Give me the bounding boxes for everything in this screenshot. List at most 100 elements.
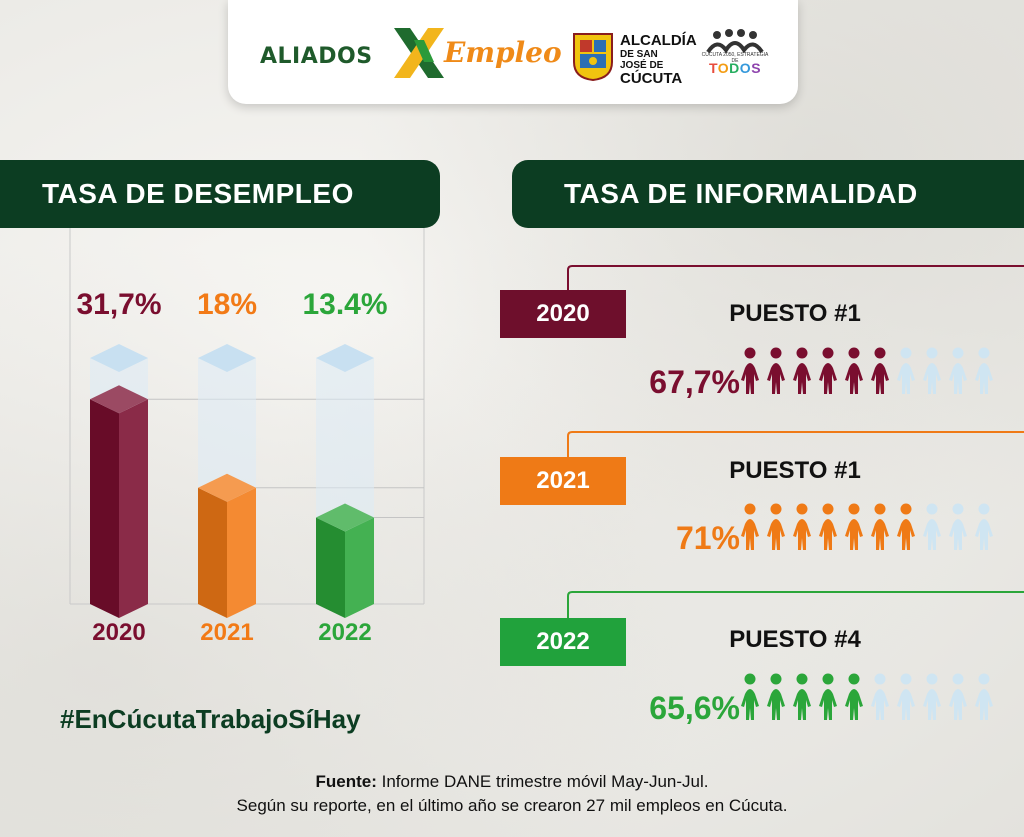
person-icon — [741, 363, 759, 394]
bar-2022-right-face — [345, 517, 374, 618]
bar-category-label-2021: 2021 — [200, 619, 253, 646]
todos-tagline: CÚCUTA 2050, ESTRATEGIA DE — [701, 52, 769, 64]
person-icon — [741, 519, 759, 550]
bar-category-label-2022: 2022 — [318, 619, 371, 646]
person-head-icon — [926, 673, 938, 685]
bar-background-top — [90, 344, 148, 372]
person-icon — [819, 689, 837, 720]
puesto-2020: PUESTO #1 — [729, 300, 861, 327]
person-head-icon — [770, 503, 782, 515]
header-logos-card: ALIADOS Empleo ALCALDÍA DE SAN JOSÉ DE C… — [228, 0, 798, 104]
person-icon — [975, 363, 993, 394]
alcaldia-line3: CÚCUTA — [620, 70, 683, 87]
row-bracket-2022 — [567, 591, 1024, 650]
people-row-2022 — [741, 673, 993, 720]
alcaldia-seal-icon — [573, 33, 613, 82]
footer-source-text: Informe DANE trimestre móvil May-Jun-Jul… — [376, 772, 709, 791]
person-icon — [767, 363, 785, 394]
bar-value-label-2020: 31,7% — [76, 288, 161, 321]
bar-2021-left-face — [198, 487, 227, 618]
chart-bars — [90, 344, 374, 618]
row-bracket-2021 — [567, 431, 1024, 490]
person-icon — [949, 689, 967, 720]
person-head-icon — [744, 347, 756, 359]
person-icon — [741, 689, 759, 720]
person-head-icon — [744, 673, 756, 685]
aliados-brand-text: ALIADOS — [260, 44, 373, 69]
person-icon — [845, 519, 863, 550]
person-icon — [897, 519, 915, 550]
person-icon — [923, 519, 941, 550]
bar-2021-top-face — [198, 473, 256, 502]
person-head-icon — [796, 347, 808, 359]
person-head-icon — [848, 347, 860, 359]
person-icon — [871, 519, 889, 550]
person-icon — [949, 519, 967, 550]
puesto-2021: PUESTO #1 — [729, 457, 861, 484]
person-head-icon — [822, 347, 834, 359]
footer-source-line: Fuente: Informe DANE trimestre móvil May… — [0, 770, 1024, 794]
person-head-icon — [822, 503, 834, 515]
informality-year-2020: 2020 — [500, 290, 626, 338]
hashtag: #EnCúcutaTrabajoSíHay — [60, 704, 361, 734]
bar-2020-right-face — [119, 399, 148, 618]
footer-source-label: Fuente: — [315, 772, 377, 791]
bar-value-label-2021: 18% — [197, 288, 257, 321]
person-icon — [949, 363, 967, 394]
person-icon — [793, 363, 811, 394]
person-head-icon — [822, 673, 834, 685]
footer-note: Según su reporte, en el último año se cr… — [236, 796, 788, 815]
row-bracket-2020 — [567, 265, 1024, 324]
chart-labels: 31,7% 2020 18% 2021 13.4% 2022 — [76, 288, 387, 646]
person-head-icon — [926, 347, 938, 359]
people-row-2021 — [741, 503, 993, 550]
person-head-icon — [848, 673, 860, 685]
bar-2020-top-face — [90, 385, 148, 414]
puesto-2022: PUESTO #4 — [729, 626, 861, 653]
person-icon — [819, 363, 837, 394]
person-head-icon — [978, 673, 990, 685]
todos-people-icon — [706, 29, 764, 54]
person-head-icon — [978, 503, 990, 515]
person-head-icon — [900, 347, 912, 359]
alcaldia-line1: ALCALDÍA — [620, 32, 697, 49]
person-icon — [767, 519, 785, 550]
bar-2022-left-face — [316, 517, 345, 618]
person-icon — [923, 689, 941, 720]
unemployment-banner: TASA DE DESEMPLEO — [0, 160, 440, 228]
todos-word: TODOS — [708, 60, 762, 76]
person-icon — [871, 689, 889, 720]
person-icon — [845, 363, 863, 394]
person-head-icon — [952, 503, 964, 515]
person-head-icon — [770, 347, 782, 359]
person-head-icon — [952, 673, 964, 685]
person-head-icon — [744, 503, 756, 515]
person-head-icon — [900, 503, 912, 515]
person-head-icon — [952, 347, 964, 359]
person-icon — [897, 363, 915, 394]
bar-2020-left-face — [90, 399, 119, 618]
person-icon — [897, 689, 915, 720]
informality-pct-2020: 67,7% — [649, 364, 740, 400]
empleo-brand-text: Empleo — [444, 36, 562, 69]
person-icon — [767, 689, 785, 720]
bar-value-label-2022: 13.4% — [302, 288, 387, 321]
person-icon — [793, 689, 811, 720]
person-icon — [923, 363, 941, 394]
person-head-icon — [796, 673, 808, 685]
aliados-x-logo-icon — [394, 28, 444, 78]
person-head-icon — [796, 503, 808, 515]
person-head-icon — [900, 673, 912, 685]
informality-year-2021: 2021 — [500, 457, 626, 505]
person-head-icon — [874, 347, 886, 359]
person-head-icon — [848, 503, 860, 515]
bar-background-top — [316, 344, 374, 372]
person-icon — [845, 689, 863, 720]
unemployment-bar-chart: 31,7% 2020 18% 2021 13.4% 2022 — [69, 228, 425, 646]
bar-category-label-2020: 2020 — [92, 619, 145, 646]
person-icon — [819, 519, 837, 550]
informality-year-2022: 2022 — [500, 618, 626, 666]
alcaldia-line2: DE SAN JOSÉ DE — [620, 49, 664, 71]
person-head-icon — [926, 503, 938, 515]
informality-pct-2022: 65,6% — [649, 690, 740, 726]
